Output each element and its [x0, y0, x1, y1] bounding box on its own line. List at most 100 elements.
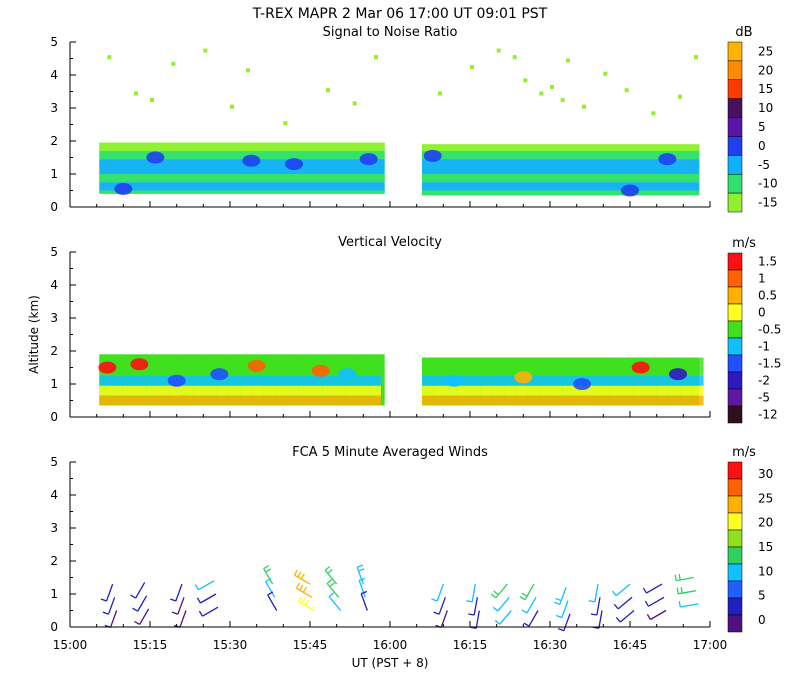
snr-speckle — [678, 94, 682, 99]
wind-barb — [179, 610, 187, 628]
velocity-cell — [310, 355, 323, 366]
wind-barb — [137, 595, 148, 612]
velocity-cell — [609, 365, 622, 376]
velocity-cell — [457, 365, 469, 376]
velocity-cell — [445, 385, 458, 396]
data-feature — [311, 364, 330, 377]
wind-barb — [175, 583, 183, 602]
velocity-cell — [609, 357, 622, 366]
velocity-cell — [680, 365, 692, 376]
wind-barb-feather — [678, 601, 681, 608]
velocity-cell — [598, 385, 610, 396]
velocity-cell — [574, 385, 587, 396]
snr-speckle — [171, 61, 176, 66]
velocity-cell — [598, 357, 610, 366]
velocity-cell — [275, 365, 288, 376]
velocity-cell — [527, 385, 540, 396]
colorbar-label: 20 — [758, 63, 773, 77]
colorbar-swatch — [727, 337, 743, 356]
y-tick-label: 2 — [50, 134, 58, 148]
velocity-cell — [562, 385, 575, 396]
velocity-cell — [334, 355, 346, 366]
snr-speckle — [326, 88, 330, 93]
colorbar-swatch — [727, 41, 743, 62]
wind-barb — [440, 610, 448, 628]
velocity-cell — [468, 385, 481, 396]
velocity-cell — [562, 375, 575, 386]
velocity-cell — [122, 395, 135, 406]
y-tick-label: 5 — [50, 35, 58, 49]
velocity-cell — [334, 395, 346, 406]
wind-barb-feather — [299, 584, 304, 591]
snr-speckle — [438, 91, 442, 96]
velocity-cell — [204, 365, 217, 376]
velocity-cell — [146, 385, 158, 396]
x-tick-label: 17:00 — [693, 638, 728, 652]
velocity-cell — [586, 375, 598, 386]
colorbar-swatch — [727, 580, 743, 599]
wind-barb — [561, 600, 569, 618]
wind-barb-feather — [328, 592, 335, 598]
x-tick-label: 15:45 — [293, 638, 328, 652]
velocity-cell — [122, 365, 135, 376]
wind-barb-feather — [327, 569, 333, 574]
velocity-cell — [263, 385, 276, 396]
velocity-cell — [369, 375, 381, 386]
velocity-cell — [480, 357, 493, 366]
velocity-cell — [240, 375, 252, 386]
data-feature — [658, 153, 677, 166]
wind-barb — [676, 576, 695, 582]
velocity-cell — [146, 395, 158, 406]
snr-speckle — [496, 48, 501, 53]
velocity-cell — [480, 365, 493, 376]
velocity-cell — [146, 365, 158, 376]
colorbar-swatch — [727, 173, 743, 194]
velocity-cell — [468, 395, 481, 406]
velocity-cell — [369, 355, 381, 366]
wind-barb — [473, 597, 478, 616]
colorbar-label: -5 — [758, 158, 770, 172]
wind-barb-feather — [523, 622, 530, 627]
velocity-cell — [345, 385, 358, 396]
y-tick-label: 0 — [50, 200, 58, 214]
wind-barb — [615, 583, 631, 597]
colorbar-label: -1.5 — [758, 357, 781, 371]
colorbar-swatch — [727, 98, 743, 118]
velocity-cell — [551, 375, 563, 386]
velocity-cell — [644, 357, 657, 366]
colorbar-label: 20 — [758, 516, 773, 530]
velocity-cell — [193, 385, 205, 396]
velocity-cell — [539, 365, 552, 376]
data-feature — [247, 359, 266, 372]
colorbar-label: 10 — [758, 101, 773, 115]
velocity-cell — [621, 375, 634, 386]
colorbar-swatch — [727, 320, 743, 339]
velocity-cell — [433, 385, 446, 396]
x-axis-label: UT (PST + 8) — [352, 656, 429, 670]
velocity-cell — [345, 375, 358, 386]
wind-barb — [135, 582, 146, 599]
snr-speckle — [512, 55, 517, 60]
velocity-cell — [240, 355, 252, 366]
velocity-cell — [345, 395, 358, 406]
wind-barb-feather — [301, 597, 306, 604]
velocity-cell — [656, 357, 669, 366]
snr-speckle — [566, 58, 570, 63]
snr-speckle — [134, 91, 138, 96]
velocity-cell — [656, 395, 669, 406]
snr-speckle — [107, 55, 112, 60]
velocity-cell — [609, 395, 622, 406]
velocity-cell — [181, 395, 194, 406]
snr-layer — [422, 150, 700, 160]
velocity-cell — [111, 385, 123, 396]
colorbar-label: -15 — [758, 196, 778, 210]
data-feature — [573, 378, 591, 390]
velocity-cell — [204, 395, 217, 406]
velocity-cell — [111, 375, 123, 386]
colorbar-label: 0 — [758, 306, 766, 320]
colorbar-label: 0 — [758, 139, 766, 153]
velocity-cell — [551, 395, 563, 406]
wind-barb-feather — [557, 628, 565, 632]
wind-barb-feather — [615, 617, 621, 623]
